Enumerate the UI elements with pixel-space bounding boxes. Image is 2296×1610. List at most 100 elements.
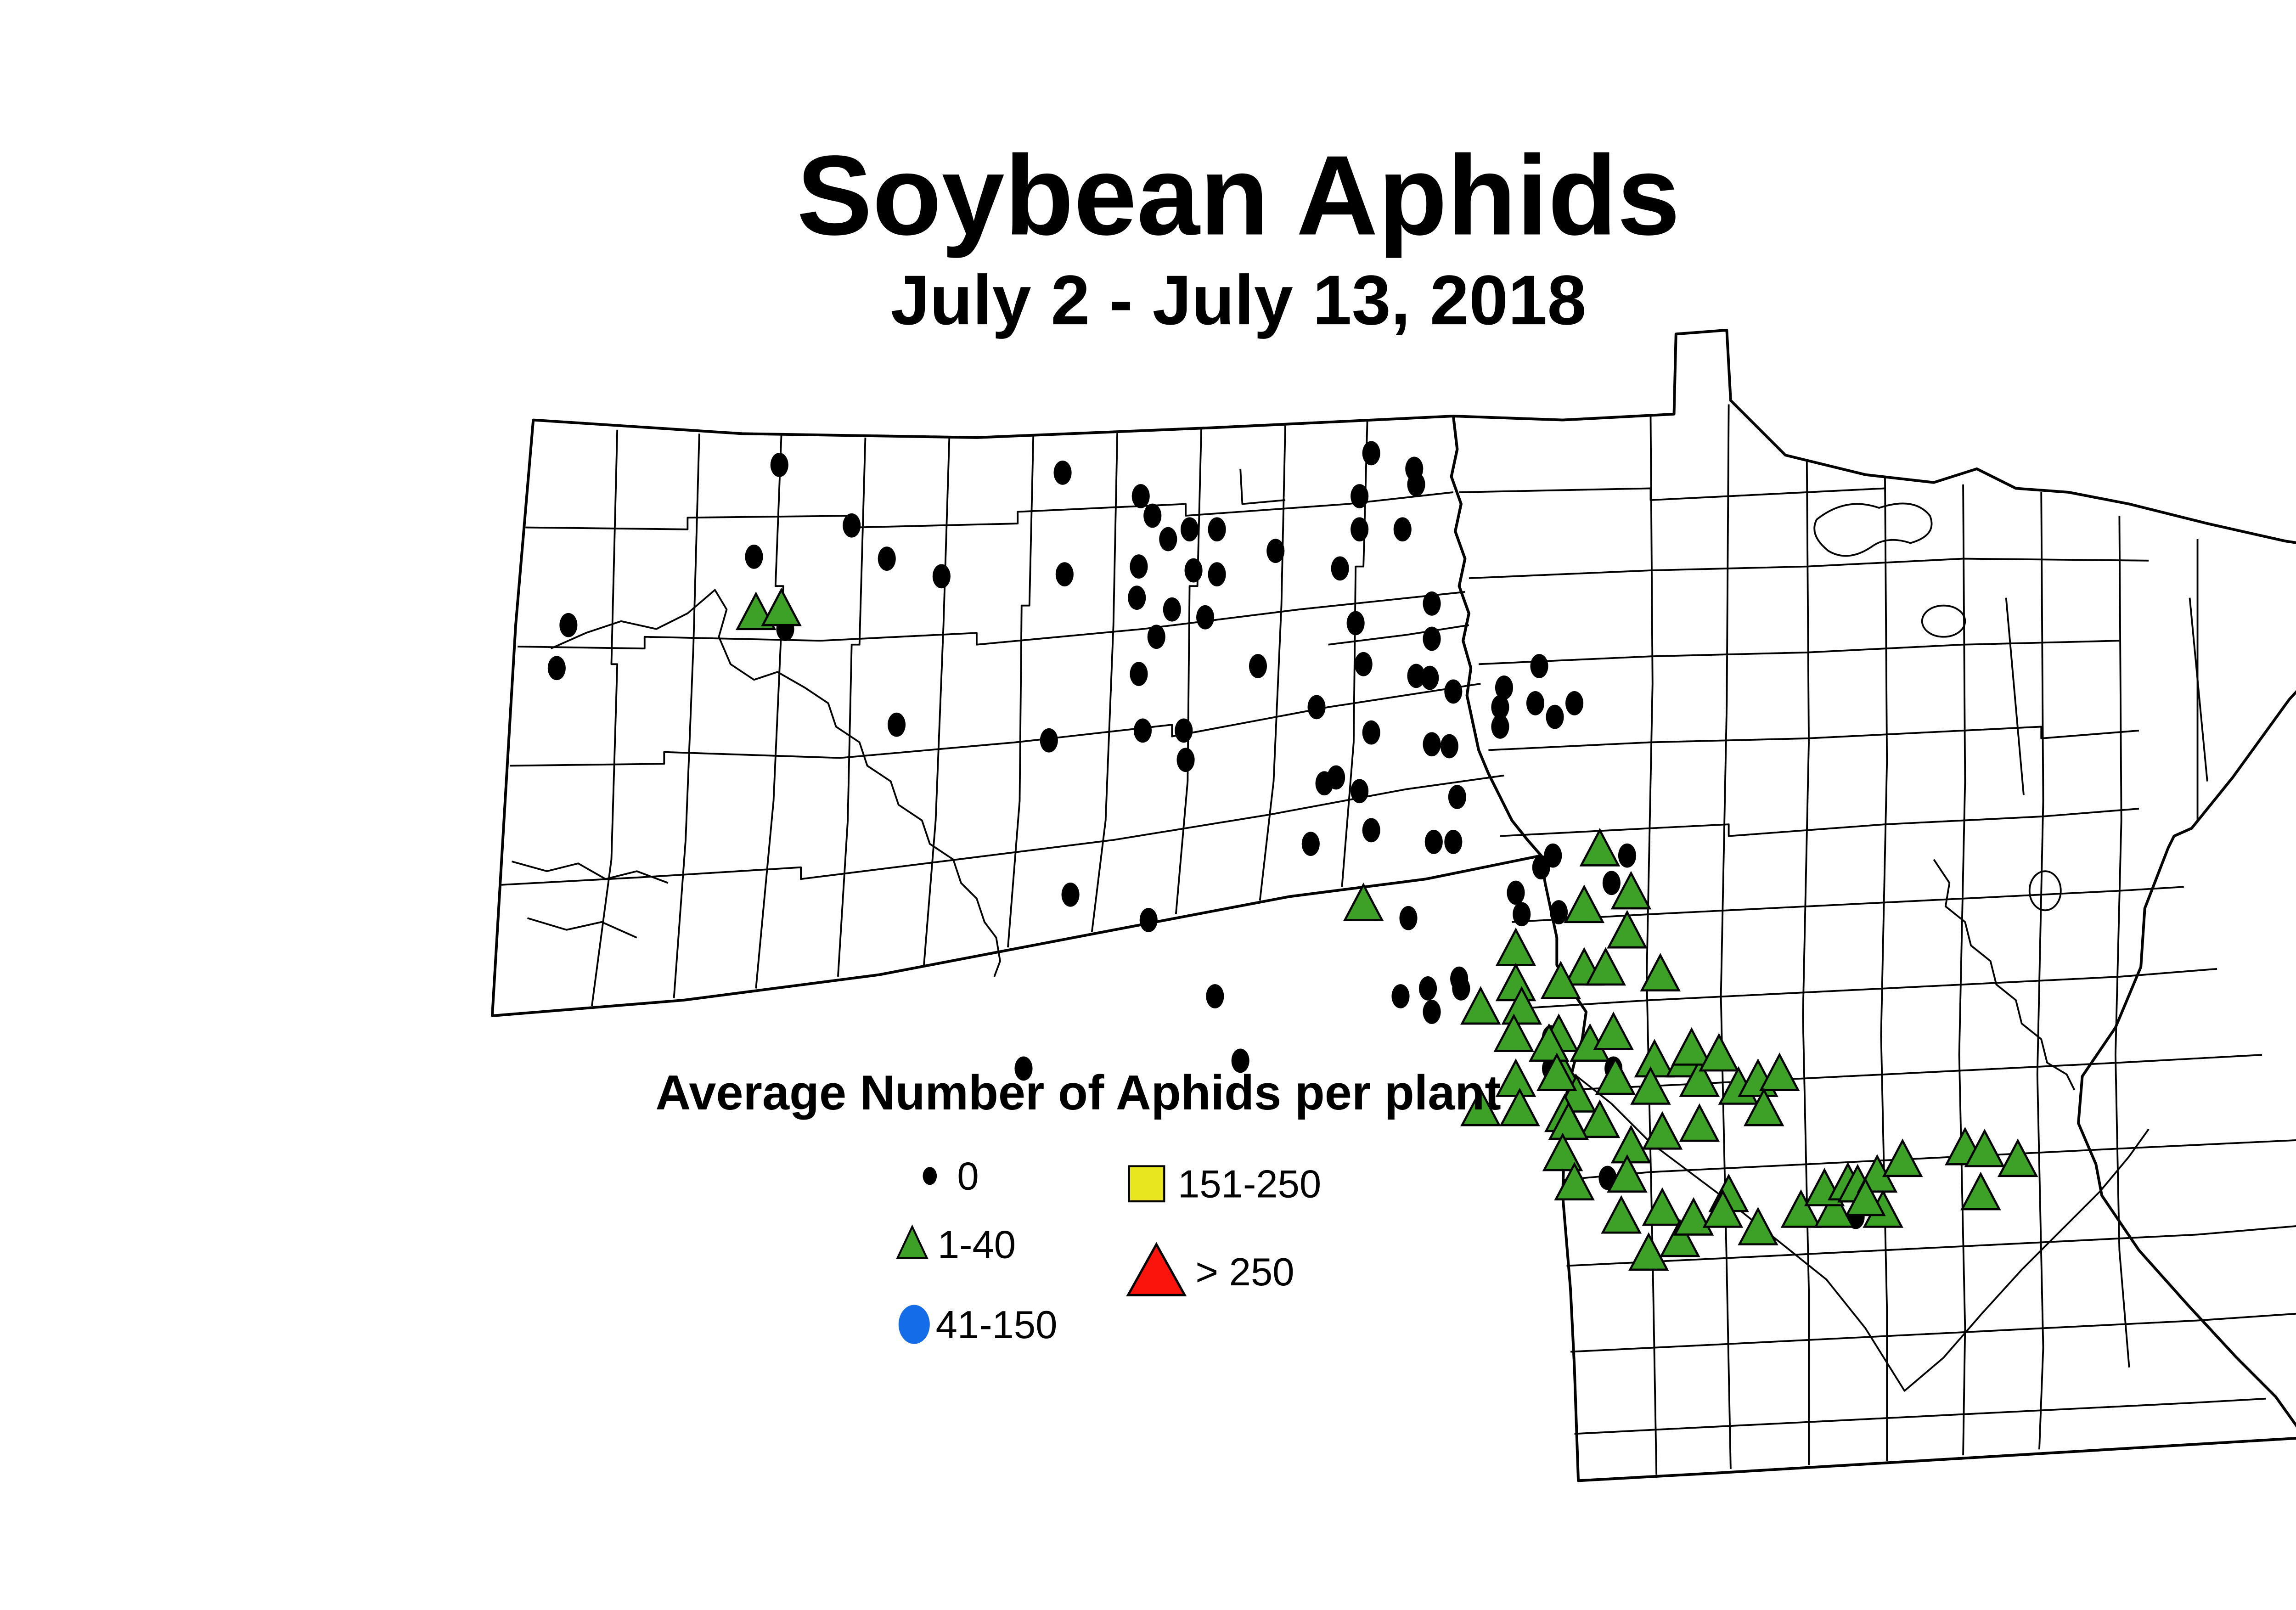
aphid-site-zero [1159, 527, 1177, 552]
aphid-site-zero [1175, 718, 1193, 743]
aphid-site-low [1528, 1023, 1570, 1062]
aphid-site-zero [1128, 585, 1146, 610]
aphid-site-zero [1133, 718, 1152, 743]
map-legend: Average Number of Aphids per plant 0 1-4… [655, 1065, 1501, 1347]
aphid-site-zero [1206, 984, 1224, 1008]
aphid-site-low [1607, 1154, 1648, 1193]
aphid-site-zero [1407, 472, 1425, 497]
aphid-site-zero [887, 712, 906, 737]
aphid-site-low [1579, 1099, 1621, 1138]
aphid-site-zero [1208, 517, 1226, 542]
legend-label-low: 1-40 [938, 1223, 1016, 1267]
aphid-points-zero [547, 441, 1865, 1229]
circle-icon [898, 1305, 930, 1344]
aphid-site-zero [1423, 591, 1441, 616]
aphid-site-low [1814, 1189, 1855, 1228]
aphid-site-zero [1014, 1056, 1033, 1081]
page-title: Soybean Aphids [797, 132, 1680, 259]
aphid-site-low [1679, 1058, 1720, 1097]
cannonball-river [527, 917, 637, 939]
aphid-site-zero [1526, 691, 1545, 715]
aphid-site-low [1699, 1033, 1739, 1072]
aphid-site-low [1493, 1013, 1535, 1052]
aphid-site-zero [1513, 902, 1531, 927]
aphid-site-low [1960, 1171, 2001, 1210]
heart-river [511, 861, 669, 884]
minnesota-outline [1450, 328, 2296, 1482]
aphid-site-zero [1040, 728, 1058, 753]
aphid-site-zero [1249, 654, 1267, 678]
state-minnesota [1450, 328, 2296, 1482]
aphid-site-zero [878, 546, 896, 571]
north-dakota-outline [490, 415, 1543, 1017]
aphid-site-low [1640, 953, 1681, 992]
aphid-site-low [1343, 882, 1384, 921]
aphid-site-zero [1176, 748, 1195, 772]
aphid-site-low [1495, 963, 1536, 1002]
aphid-site-zero [1346, 611, 1365, 636]
mississippi-river [1933, 859, 2076, 1091]
aphid-site-zero [1351, 779, 1369, 804]
aphid-site-zero [1351, 484, 1369, 508]
aphid-site-low [1495, 927, 1536, 966]
aphid-site-low [1601, 1195, 1642, 1234]
aphid-site-zero [1507, 880, 1525, 905]
aphid-site-zero [770, 453, 788, 477]
aphid-site-low [1595, 1056, 1636, 1095]
aphid-site-low [1671, 1027, 1712, 1066]
aphid-site-low [1585, 947, 1626, 986]
aphid-site-low [1564, 884, 1605, 923]
aphid-site-zero [1602, 871, 1621, 895]
aphid-site-low [1548, 1101, 1589, 1140]
aphid-site-low [1628, 1232, 1669, 1271]
legend-title: Average Number of Aphids per plant [655, 1065, 1501, 1120]
aphid-site-zero [1331, 556, 1349, 581]
aphid-site-zero [1061, 882, 1080, 907]
aphid-site-zero [1163, 597, 1181, 622]
aphid-site-zero [1491, 715, 1509, 739]
aphid-site-zero [1139, 908, 1158, 932]
aphid-site-low [1679, 1103, 1720, 1142]
aphid-site-zero [1231, 1048, 1249, 1073]
triangle-icon [896, 1224, 929, 1259]
page-subtitle: July 2 - July 13, 2018 [890, 261, 1586, 339]
aphid-site-zero [1399, 906, 1418, 930]
aphid-site-low [1642, 1187, 1683, 1226]
aphid-site-zero [1491, 695, 1509, 720]
minnesota-river [1574, 1074, 2150, 1392]
aphid-site-zero [1495, 675, 1514, 700]
aphid-site-low [1554, 1162, 1595, 1201]
aphid-site-zero [1208, 562, 1226, 586]
aphid-site-zero [745, 544, 763, 569]
aphid-site-zero [1549, 900, 1568, 924]
aphid-site-zero [1418, 976, 1437, 1001]
aphid-site-low [1501, 986, 1542, 1025]
aphid-site-zero [1362, 818, 1380, 843]
aphid-site-low [1702, 1189, 1744, 1228]
aphid-site-zero [1131, 484, 1150, 508]
aphid-site-zero [1444, 679, 1463, 704]
aphid-site-low [1542, 1132, 1583, 1171]
aphid-site-zero [1423, 732, 1441, 757]
aphid-site-zero [1421, 665, 1439, 690]
aphid-points-low [735, 587, 2038, 1271]
aphid-site-low [1642, 1111, 1683, 1150]
aphid-site-zero [1196, 605, 1215, 630]
aphid-site-low [1460, 1087, 1501, 1126]
mille-lacs-lake [2028, 870, 2062, 912]
aphid-site-zero [1440, 734, 1458, 759]
aphid-site-zero [1053, 461, 1072, 485]
aphid-site-zero [1444, 830, 1463, 854]
aphid-site-low [1579, 828, 1621, 867]
aphid-site-zero [1130, 554, 1148, 579]
aphid-site-zero [1362, 441, 1380, 466]
aphid-site-low [1610, 871, 1652, 910]
aphid-site-low [1845, 1177, 1886, 1216]
aphid-site-low [1634, 1039, 1675, 1078]
aphid-site-zero [1147, 625, 1165, 649]
aphid-site-zero [1424, 830, 1443, 854]
aphid-site-zero [1391, 984, 1410, 1008]
aphid-site-low [1593, 1011, 1634, 1050]
aphid-site-zero [1315, 771, 1334, 796]
aphid-site-zero [1055, 562, 1074, 586]
